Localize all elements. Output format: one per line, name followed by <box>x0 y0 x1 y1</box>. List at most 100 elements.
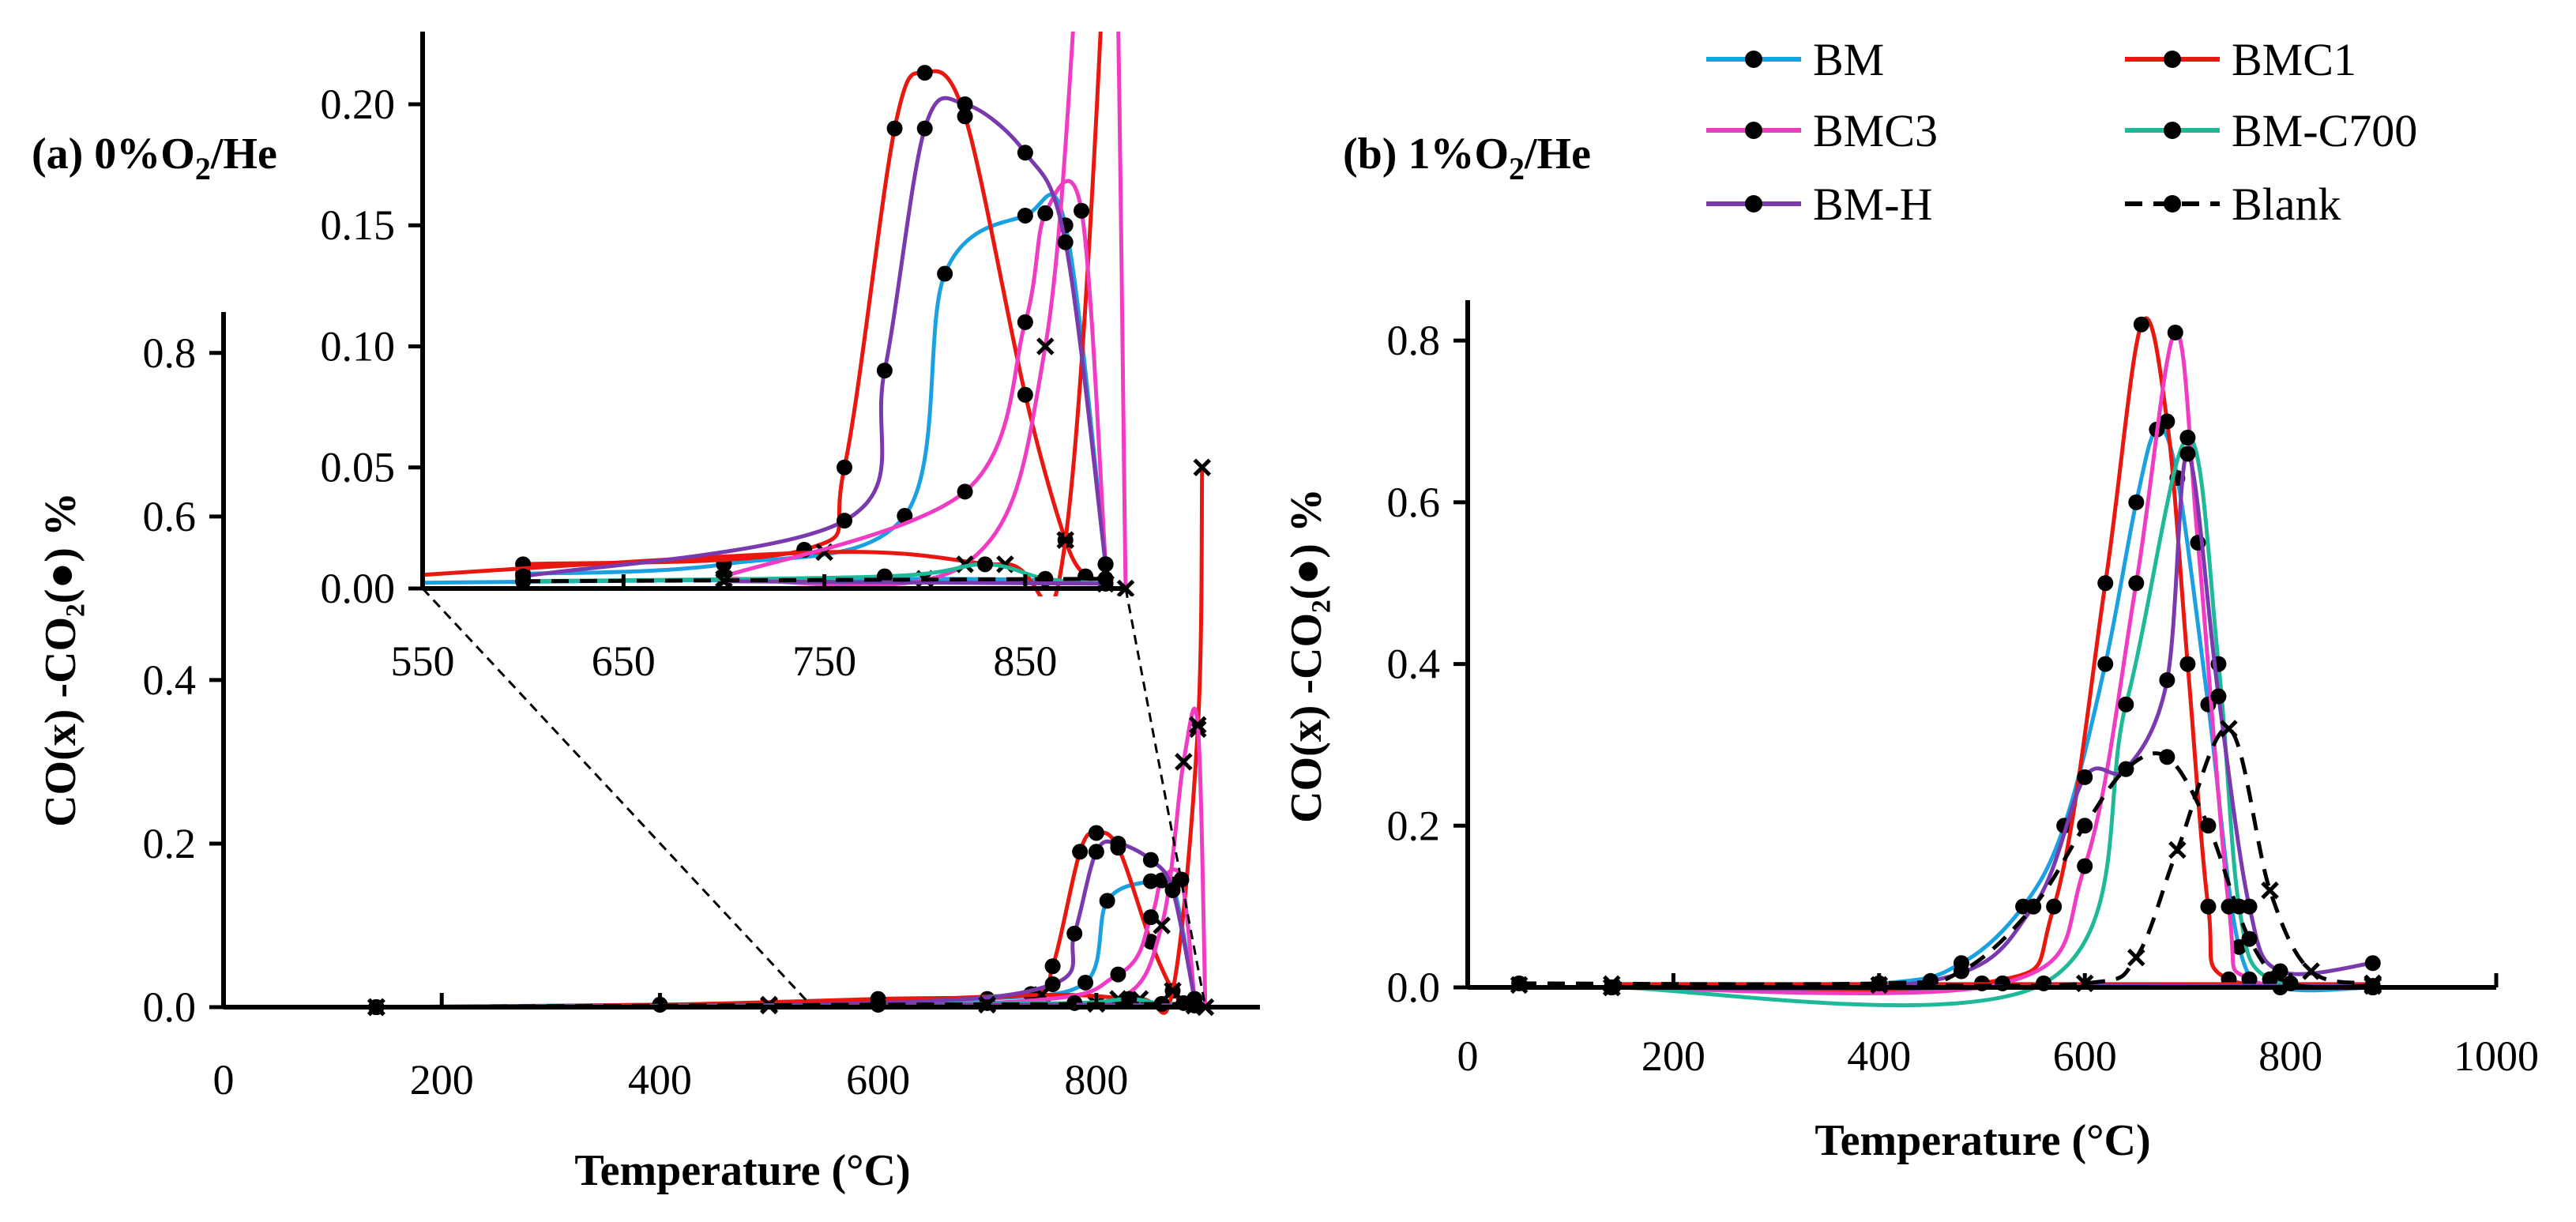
zoom-connector-right <box>1124 588 1207 1008</box>
y-tick-label-3: 0.15 <box>321 201 396 249</box>
y-tick-label-1: 0.2 <box>1387 802 1441 849</box>
point-co-BMC3-2 <box>1036 337 1055 355</box>
legend-label-2: BMC3 <box>1813 105 1938 156</box>
point-co2-BMC3-5 <box>1173 871 1190 888</box>
series-line-Blank-co2 <box>523 577 1106 584</box>
legend-label-0: BM <box>1813 34 1884 85</box>
x-tick-label-2: 750 <box>792 637 856 685</box>
point-co2-BM-5 <box>2097 656 2114 672</box>
point-co2-Blank-8 <box>2241 931 2258 947</box>
y-tick-label-1: 0.05 <box>321 444 396 491</box>
y-tick-label-3: 0.6 <box>1387 479 1441 526</box>
point-co2-Blank-5 <box>2118 761 2134 777</box>
point-co-Blank-4 <box>2168 840 2187 859</box>
point-co2-BM-H-3 <box>1066 925 1083 942</box>
point-co2-BMC3-4 <box>1074 202 1090 219</box>
point-co-BMC3-5 <box>1189 716 1207 735</box>
panel-title-main: (b) 1%O <box>1343 130 1509 179</box>
point-co2-BM-2 <box>897 508 913 525</box>
x-tick-label-2: 400 <box>1847 1032 1911 1080</box>
point-co2-BM-H-5 <box>2159 672 2175 689</box>
x-axis-title: Temperature (°C) <box>1814 1116 2150 1165</box>
panel-title-main: (a) 0%O <box>32 130 195 179</box>
x-tick-label-2: 400 <box>628 1056 692 1104</box>
series-line-Blank-co2 <box>1519 751 2373 990</box>
point-co2-BM-H-6 <box>1057 234 1074 250</box>
x-tick-label-3: 850 <box>993 637 1057 685</box>
x-axis-title: Temperature (°C) <box>574 1146 910 1195</box>
x-tick-label-4: 800 <box>2258 1032 2322 1080</box>
series-line-BM-H-co2 <box>1611 451 2374 991</box>
point-co2-BM-H-6 <box>1142 852 1159 868</box>
panel-title-sub: 2 <box>195 151 211 186</box>
point-co2-BM-C700-3 <box>2179 430 2196 446</box>
y-tick-label-0: 0.0 <box>143 983 197 1031</box>
point-co-BMC1-3 <box>1056 531 1074 549</box>
panel-b: 0 200 400 600 800 1000 0.0 0.2 0.4 0.6 0.8 Temperat… <box>1282 130 2539 1165</box>
point-co2-BMC1-2 <box>837 459 852 476</box>
x-tick-label-3: 600 <box>846 1056 910 1104</box>
point-co2-BMC1-5 <box>2159 413 2175 430</box>
legend-label-1: BMC1 <box>2232 34 2356 85</box>
legend-label-3: BM-C700 <box>2232 105 2417 156</box>
y-axis-title: CO(x) -CO₂(●) % <box>1282 488 1331 823</box>
x-tick-label-0: 550 <box>391 637 455 685</box>
point-co2-BM-H-10 <box>2364 955 2381 972</box>
y-tick-label-2: 0.4 <box>1387 641 1441 688</box>
x-tick-label-0: 0 <box>1457 1032 1479 1080</box>
point-co2-Blank-7 <box>2200 818 2217 834</box>
series-line-BMC1-co2 <box>1611 316 2373 993</box>
panel-title-suffix: /He <box>210 130 277 179</box>
point-co-BMC3-3 <box>1153 916 1171 934</box>
point-co2-BM-H-2 <box>876 363 893 379</box>
legend-label-5: Blank <box>2232 179 2341 230</box>
point-co2-BMC1-4 <box>916 65 933 81</box>
panel-title: (a) 0%O2/He <box>32 130 277 186</box>
point-co2-BM-C700-2 <box>977 556 993 573</box>
point-co2-BMC3-1 <box>957 483 973 500</box>
inset-background <box>423 32 1126 588</box>
y-tick-label-2: 0.10 <box>321 322 396 370</box>
panel-a: 0 200 400 600 800 0.0 0.2 0.4 0.6 0.8 Temperature … <box>32 130 1260 1195</box>
point-co2-BM-4 <box>1017 207 1033 224</box>
point-co2-BM-H-6 <box>2179 446 2196 462</box>
inset-a: 550 650 750 850 0.00 0.05 0.10 0.15 0.20 <box>321 32 1207 1009</box>
point-co-BMC1-4 <box>1164 982 1182 1000</box>
point-co2-Blank-3 <box>2025 898 2042 915</box>
x-tick-label-5: 1000 <box>2454 1032 2539 1080</box>
point-co-Blank-5 <box>2220 720 2238 738</box>
point-co2-BM-4 <box>1077 974 1094 991</box>
legend-marker-3 <box>2164 122 2181 139</box>
point-co-Blank-3 <box>2127 948 2145 967</box>
point-co2-BM-H-3 <box>916 120 933 137</box>
panel-title: (b) 1%O2/He <box>1343 130 1591 186</box>
point-co-BMC1-6 <box>1193 458 1212 476</box>
point-co2-BM-H-1 <box>837 513 852 529</box>
point-co2-BMC1-6 <box>1017 386 1033 403</box>
point-co2-BMC3-2 <box>1017 314 1033 330</box>
point-co2-BM-C700-2 <box>2118 696 2134 713</box>
x-tick-label-0: 0 <box>213 1056 235 1104</box>
point-co2-BM-H-7 <box>2210 688 2227 705</box>
series-line-Blank-co <box>1519 726 2374 988</box>
panel-title-sub: 2 <box>1509 151 1525 186</box>
series-line-BM-C700-co2 <box>1611 435 2373 1008</box>
y-tick-label-1: 0.2 <box>143 820 197 867</box>
point-co2-BMC3-2 <box>1110 966 1126 983</box>
y-tick-label-0: 0.0 <box>1387 964 1441 1011</box>
point-co2-BM-H-4 <box>1088 844 1104 860</box>
panel-title-suffix: /He <box>1524 130 1591 179</box>
point-co2-BMC1-4 <box>1044 958 1061 975</box>
zoom-connector-left <box>421 587 814 1009</box>
point-co-BMC3-4 <box>1175 753 1193 771</box>
x-tick-label-1: 200 <box>1641 1032 1705 1080</box>
point-co2-BMC3-3 <box>1037 205 1054 221</box>
point-co2-BMC1-7 <box>2200 898 2217 915</box>
y-tick-label-3: 0.6 <box>143 493 197 540</box>
x-tick-label-1: 650 <box>592 637 656 685</box>
point-co2-BMC3-2 <box>2077 858 2093 874</box>
point-co2-Blank-1 <box>1097 570 1114 587</box>
point-co-Blank-7 <box>2302 962 2320 980</box>
legend-marker-0 <box>1745 51 1762 68</box>
